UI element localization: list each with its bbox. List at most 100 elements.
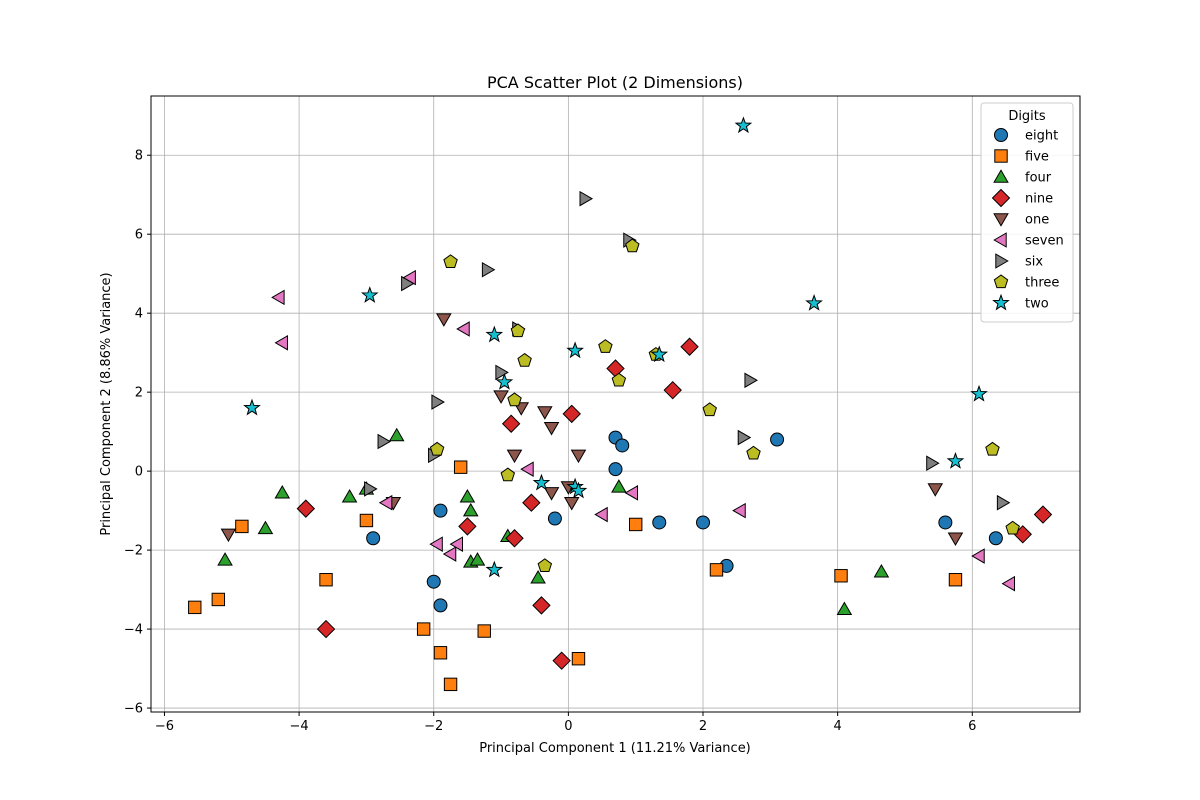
- data-point-eight: [433, 503, 448, 518]
- data-point-six: [737, 429, 752, 446]
- data-point-seven: [594, 506, 608, 523]
- data-point-three: [1005, 520, 1020, 535]
- x-tick-label: −6: [155, 719, 174, 734]
- x-axis-label: Principal Component 1 (11.21% Variance): [479, 741, 751, 756]
- data-point-three: [746, 445, 761, 460]
- data-point-eight: [366, 531, 381, 546]
- data-point-eight: [426, 574, 441, 589]
- legend-label-nine: nine: [1025, 192, 1053, 207]
- data-point-four: [873, 564, 890, 578]
- legend-marker-six: [995, 253, 1009, 269]
- x-tick-label: 0: [564, 719, 572, 734]
- data-point-four: [217, 552, 233, 566]
- legend-label-six: six: [1025, 255, 1043, 270]
- data-point-three: [598, 339, 613, 353]
- legend-title: Digits: [1008, 109, 1046, 124]
- data-point-five: [453, 460, 468, 474]
- data-point-four: [462, 502, 479, 517]
- y-tick-label: 8: [135, 149, 143, 164]
- data-point-three: [500, 467, 516, 482]
- data-point-nine: [296, 499, 316, 518]
- legend-label-three: three: [1025, 276, 1059, 291]
- data-point-nine: [680, 337, 699, 356]
- data-point-one: [506, 449, 523, 464]
- data-point-two: [946, 451, 965, 469]
- axis-ticks: −6 −4 −2 0 2 4 6 −6 −4 −2 0 2 4 6 8: [124, 149, 977, 734]
- legend-marker-two: [992, 293, 1010, 311]
- data-point-two: [485, 325, 504, 343]
- data-point-four: [257, 520, 274, 535]
- data-point-two: [805, 294, 823, 311]
- legend-marker-one: [993, 213, 1009, 227]
- data-point-six: [495, 364, 509, 381]
- data-point-eight: [938, 515, 953, 530]
- data-point-two: [243, 398, 261, 416]
- data-point-three: [443, 254, 458, 269]
- data-point-three: [507, 392, 522, 407]
- y-tick-label: 4: [135, 307, 143, 322]
- data-point-two: [566, 341, 584, 359]
- data-point-five: [628, 517, 643, 532]
- data-point-three: [611, 372, 627, 387]
- x-tick-label: −2: [424, 719, 443, 734]
- data-point-three: [702, 402, 717, 417]
- data-point-seven: [456, 321, 470, 337]
- data-points: [188, 116, 1053, 692]
- data-point-nine: [458, 517, 477, 536]
- data-point-five: [188, 600, 202, 615]
- legend: Digits eight five four nine one seven six three t…: [980, 102, 1074, 323]
- data-point-one: [436, 313, 452, 327]
- data-point-eight: [615, 438, 630, 453]
- legend-label-seven: seven: [1025, 234, 1064, 249]
- data-point-eight: [608, 462, 623, 477]
- data-point-three: [625, 238, 640, 253]
- chart-title: PCA Scatter Plot (2 Dimensions): [487, 73, 743, 92]
- data-point-four: [530, 569, 546, 584]
- data-point-four: [274, 485, 291, 499]
- x-tick-label: −4: [290, 719, 309, 734]
- data-point-six: [377, 433, 392, 450]
- data-point-three: [429, 441, 445, 456]
- data-point-seven: [274, 335, 288, 351]
- x-tick-label: 6: [968, 719, 976, 734]
- data-point-five: [477, 624, 491, 638]
- data-point-five: [834, 569, 848, 583]
- data-point-one: [563, 497, 580, 511]
- data-point-seven: [1001, 575, 1016, 592]
- data-point-three: [517, 352, 532, 367]
- data-point-five: [235, 519, 249, 534]
- data-point-six: [926, 455, 940, 472]
- data-point-nine: [501, 414, 521, 433]
- legend-label-five: five: [1025, 150, 1049, 165]
- data-point-seven: [520, 461, 534, 477]
- data-point-three: [510, 323, 526, 338]
- data-point-eight: [696, 515, 711, 530]
- y-tick-label: −2: [124, 544, 143, 559]
- data-point-one: [927, 483, 944, 497]
- data-point-four: [341, 488, 358, 503]
- x-tick-label: 4: [834, 719, 842, 734]
- data-point-seven: [971, 548, 985, 564]
- data-point-six: [364, 481, 378, 497]
- data-point-seven: [442, 546, 457, 562]
- legend-label-four: four: [1025, 171, 1052, 186]
- data-point-nine: [562, 404, 581, 424]
- data-point-eight: [770, 432, 785, 447]
- data-point-four: [388, 427, 405, 442]
- x-tick-label: 2: [699, 719, 707, 734]
- data-point-eight: [988, 531, 1003, 546]
- data-point-nine: [505, 529, 524, 548]
- data-point-five: [948, 573, 963, 587]
- legend-marker-three: [993, 274, 1009, 289]
- data-point-two: [532, 473, 551, 491]
- data-point-eight: [652, 515, 667, 530]
- y-axis-label: Principal Component 2 (8.86% Variance): [99, 272, 114, 535]
- data-point-eight: [433, 598, 448, 613]
- legend-marker-eight: [994, 128, 1008, 142]
- data-point-two: [495, 373, 514, 390]
- legend-marker-four: [993, 169, 1009, 183]
- data-point-six: [996, 494, 1011, 511]
- data-point-five: [709, 563, 724, 577]
- data-point-two: [360, 286, 379, 303]
- data-point-nine: [663, 380, 682, 400]
